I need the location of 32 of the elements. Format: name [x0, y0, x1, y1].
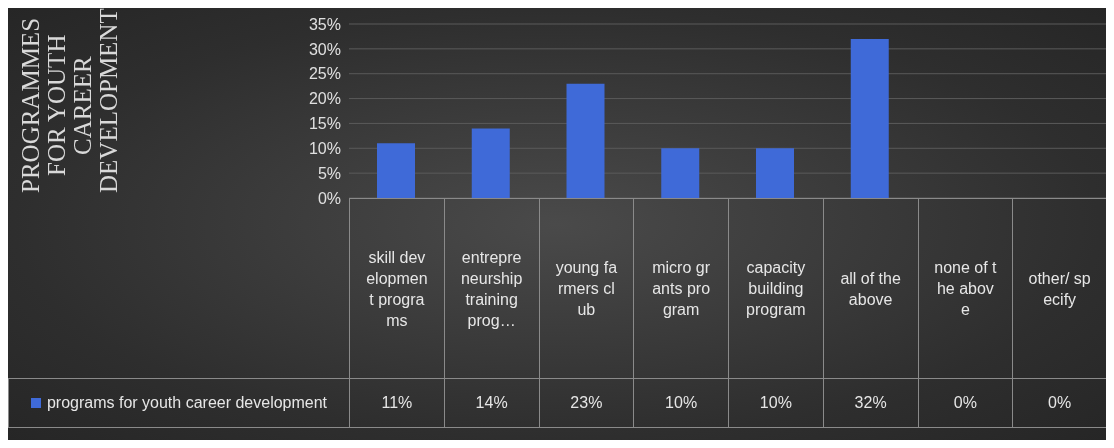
- data-label: 14%: [443, 378, 539, 428]
- data-label: 10%: [728, 378, 823, 428]
- y-tick-label: 20%: [308, 90, 341, 108]
- x-tick-label: all of the above: [822, 198, 918, 378]
- legend-label: programs for youth career development: [45, 393, 328, 413]
- x-tick-label: none of the above: [917, 198, 1013, 378]
- x-tick-label: young farmers club: [538, 198, 634, 378]
- y-tick-label: 25%: [308, 65, 341, 83]
- data-label: 10%: [633, 378, 728, 428]
- y-tick-label: 30%: [308, 40, 341, 58]
- y-tick-label: 15%: [308, 115, 341, 133]
- data-label: 0%: [917, 378, 1013, 428]
- text: PROGRAMMES FOR YOUTH CAREER DEVELOPMENT: [17, 8, 122, 193]
- y-tick-label: 5%: [317, 164, 341, 182]
- y-tick-label: 0%: [317, 189, 341, 207]
- bar: [850, 38, 889, 198]
- data-label: 0%: [1012, 378, 1107, 428]
- x-tick-label: skill development programs: [349, 198, 444, 378]
- bar: [471, 128, 510, 198]
- bar: [566, 83, 605, 198]
- y-tick-label: 10%: [308, 139, 341, 157]
- bar: [377, 143, 415, 198]
- data-label: 11%: [349, 378, 444, 428]
- data-label: 32%: [822, 378, 918, 428]
- x-tick-label: capacity building program: [728, 198, 823, 378]
- x-tick-label: micro grants program: [633, 198, 728, 378]
- x-tick-label: entrepreneurship training prog…: [443, 198, 539, 378]
- y-tick-label: 35%: [308, 15, 341, 33]
- bar: [756, 148, 794, 198]
- data-label: 23%: [538, 378, 634, 428]
- x-tick-label: other/ specify: [1012, 198, 1107, 378]
- bar: [661, 148, 700, 198]
